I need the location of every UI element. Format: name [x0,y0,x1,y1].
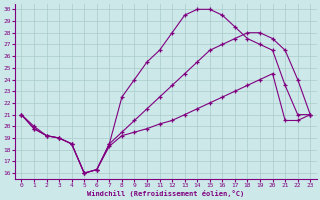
X-axis label: Windchill (Refroidissement éolien,°C): Windchill (Refroidissement éolien,°C) [87,190,244,197]
